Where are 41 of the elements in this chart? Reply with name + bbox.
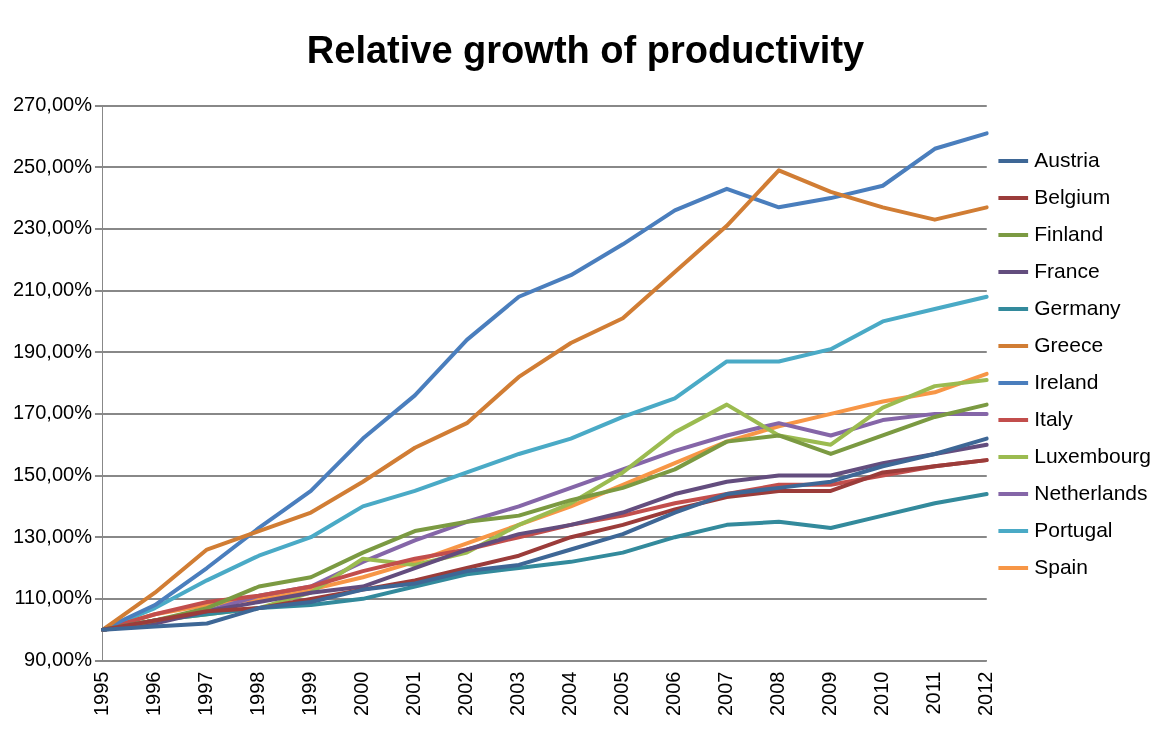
y-tick-label: 230,00% bbox=[12, 216, 93, 239]
legend-label: Germany bbox=[1034, 295, 1122, 319]
legend-label: France bbox=[1034, 258, 1100, 282]
x-tick-label: 2003 bbox=[506, 671, 529, 717]
legend-label: Austria bbox=[1034, 147, 1100, 171]
y-tick-label: 190,00% bbox=[12, 339, 93, 362]
chart-title: Relative growth of productivity bbox=[306, 29, 865, 72]
legend-label: Finland bbox=[1034, 221, 1104, 245]
x-tick-label: 1995 bbox=[90, 671, 113, 717]
x-tick-label: 2009 bbox=[818, 671, 841, 717]
x-tick-label: 2012 bbox=[974, 671, 997, 717]
x-tick-label: 2008 bbox=[766, 671, 789, 717]
x-tick-label: 1998 bbox=[246, 671, 269, 717]
legend-label: Belgium bbox=[1034, 184, 1111, 208]
y-tick-label: 90,00% bbox=[24, 648, 93, 671]
legend-label: Greece bbox=[1034, 332, 1104, 356]
x-tick-label: 1999 bbox=[298, 671, 321, 717]
x-tick-label: 2000 bbox=[350, 671, 373, 717]
legend-label: Ireland bbox=[1034, 369, 1099, 393]
x-tick-label: 1997 bbox=[194, 671, 217, 717]
y-tick-label: 150,00% bbox=[12, 463, 93, 486]
x-tick-label: 2010 bbox=[870, 671, 893, 717]
legend-label: Italy bbox=[1034, 406, 1074, 430]
y-tick-label: 210,00% bbox=[12, 278, 93, 301]
x-tick-label: 2004 bbox=[558, 671, 581, 717]
y-tick-label: 270,00% bbox=[12, 93, 93, 116]
legend-label: Netherlands bbox=[1034, 480, 1148, 504]
x-tick-label: 2002 bbox=[454, 671, 477, 717]
y-tick-label: 170,00% bbox=[12, 401, 93, 424]
x-tick-label: 1996 bbox=[142, 671, 165, 717]
x-tick-label: 2011 bbox=[922, 671, 945, 715]
x-tick-label: 2005 bbox=[610, 671, 633, 717]
y-tick-label: 250,00% bbox=[12, 154, 93, 177]
y-tick-label: 130,00% bbox=[12, 524, 93, 547]
legend-label: Spain bbox=[1034, 554, 1088, 578]
x-tick-label: 2006 bbox=[662, 671, 685, 717]
legend-label: Luxembourg bbox=[1034, 443, 1152, 467]
x-tick-label: 2007 bbox=[714, 671, 737, 717]
y-tick-label: 110,00% bbox=[14, 586, 93, 609]
x-tick-label: 2001 bbox=[402, 671, 425, 717]
legend-label: Portugal bbox=[1034, 517, 1113, 541]
